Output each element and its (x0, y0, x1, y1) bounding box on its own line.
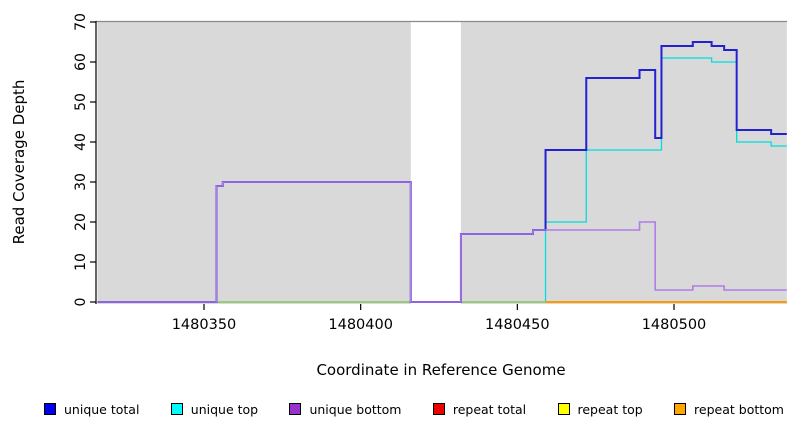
y-tick-label: 10 (73, 253, 89, 271)
x-tick-label: 1480500 (642, 317, 707, 333)
legend-label: repeat top (577, 401, 643, 417)
x-axis-title: Coordinate in Reference Genome (316, 361, 565, 379)
x-tick-label: 1480350 (172, 317, 237, 333)
y-axis-title: Read Coverage Depth (10, 80, 28, 245)
y-tick-label: 20 (73, 213, 89, 231)
plot-background-band (460, 21, 787, 304)
legend-swatch (44, 403, 56, 415)
legend-item-unique-total: unique total (44, 402, 139, 417)
legend-swatch (432, 403, 445, 415)
legend-item-repeat-bottom: repeat bottom (674, 402, 784, 417)
legend-item-repeat-total: repeat total (432, 401, 527, 417)
plot-legend: unique total unique top unique bottom repea… (44, 399, 784, 419)
series-line-unique-bottom (97, 181, 787, 303)
legend-swatch (289, 403, 302, 415)
y-tick-label: 0 (73, 298, 89, 307)
legend-label: unique top (190, 401, 259, 417)
plot-background-band (97, 21, 411, 304)
y-tick-label: 70 (73, 13, 89, 31)
legend-label: unique total (64, 401, 140, 417)
y-tick-label: 40 (73, 133, 89, 151)
legend-item-unique-bottom: unique bottom (289, 401, 402, 417)
legend-item-unique-top: unique top (170, 401, 259, 417)
x-tick-label: 1480400 (328, 317, 393, 333)
y-tick-label: 30 (73, 173, 89, 191)
legend-swatch (674, 403, 687, 415)
x-tick-label: 1480450 (485, 317, 550, 333)
legend-label: repeat total (452, 401, 527, 417)
legend-swatch (170, 403, 183, 415)
y-tick-label: 50 (73, 93, 89, 111)
legend-label: repeat bottom (694, 401, 784, 417)
legend-swatch (557, 403, 570, 415)
legend-label: unique bottom (309, 401, 402, 417)
legend-item-repeat-top: repeat top (557, 401, 643, 417)
series-line-unique-top (97, 57, 787, 303)
y-tick-label: 60 (73, 53, 89, 71)
